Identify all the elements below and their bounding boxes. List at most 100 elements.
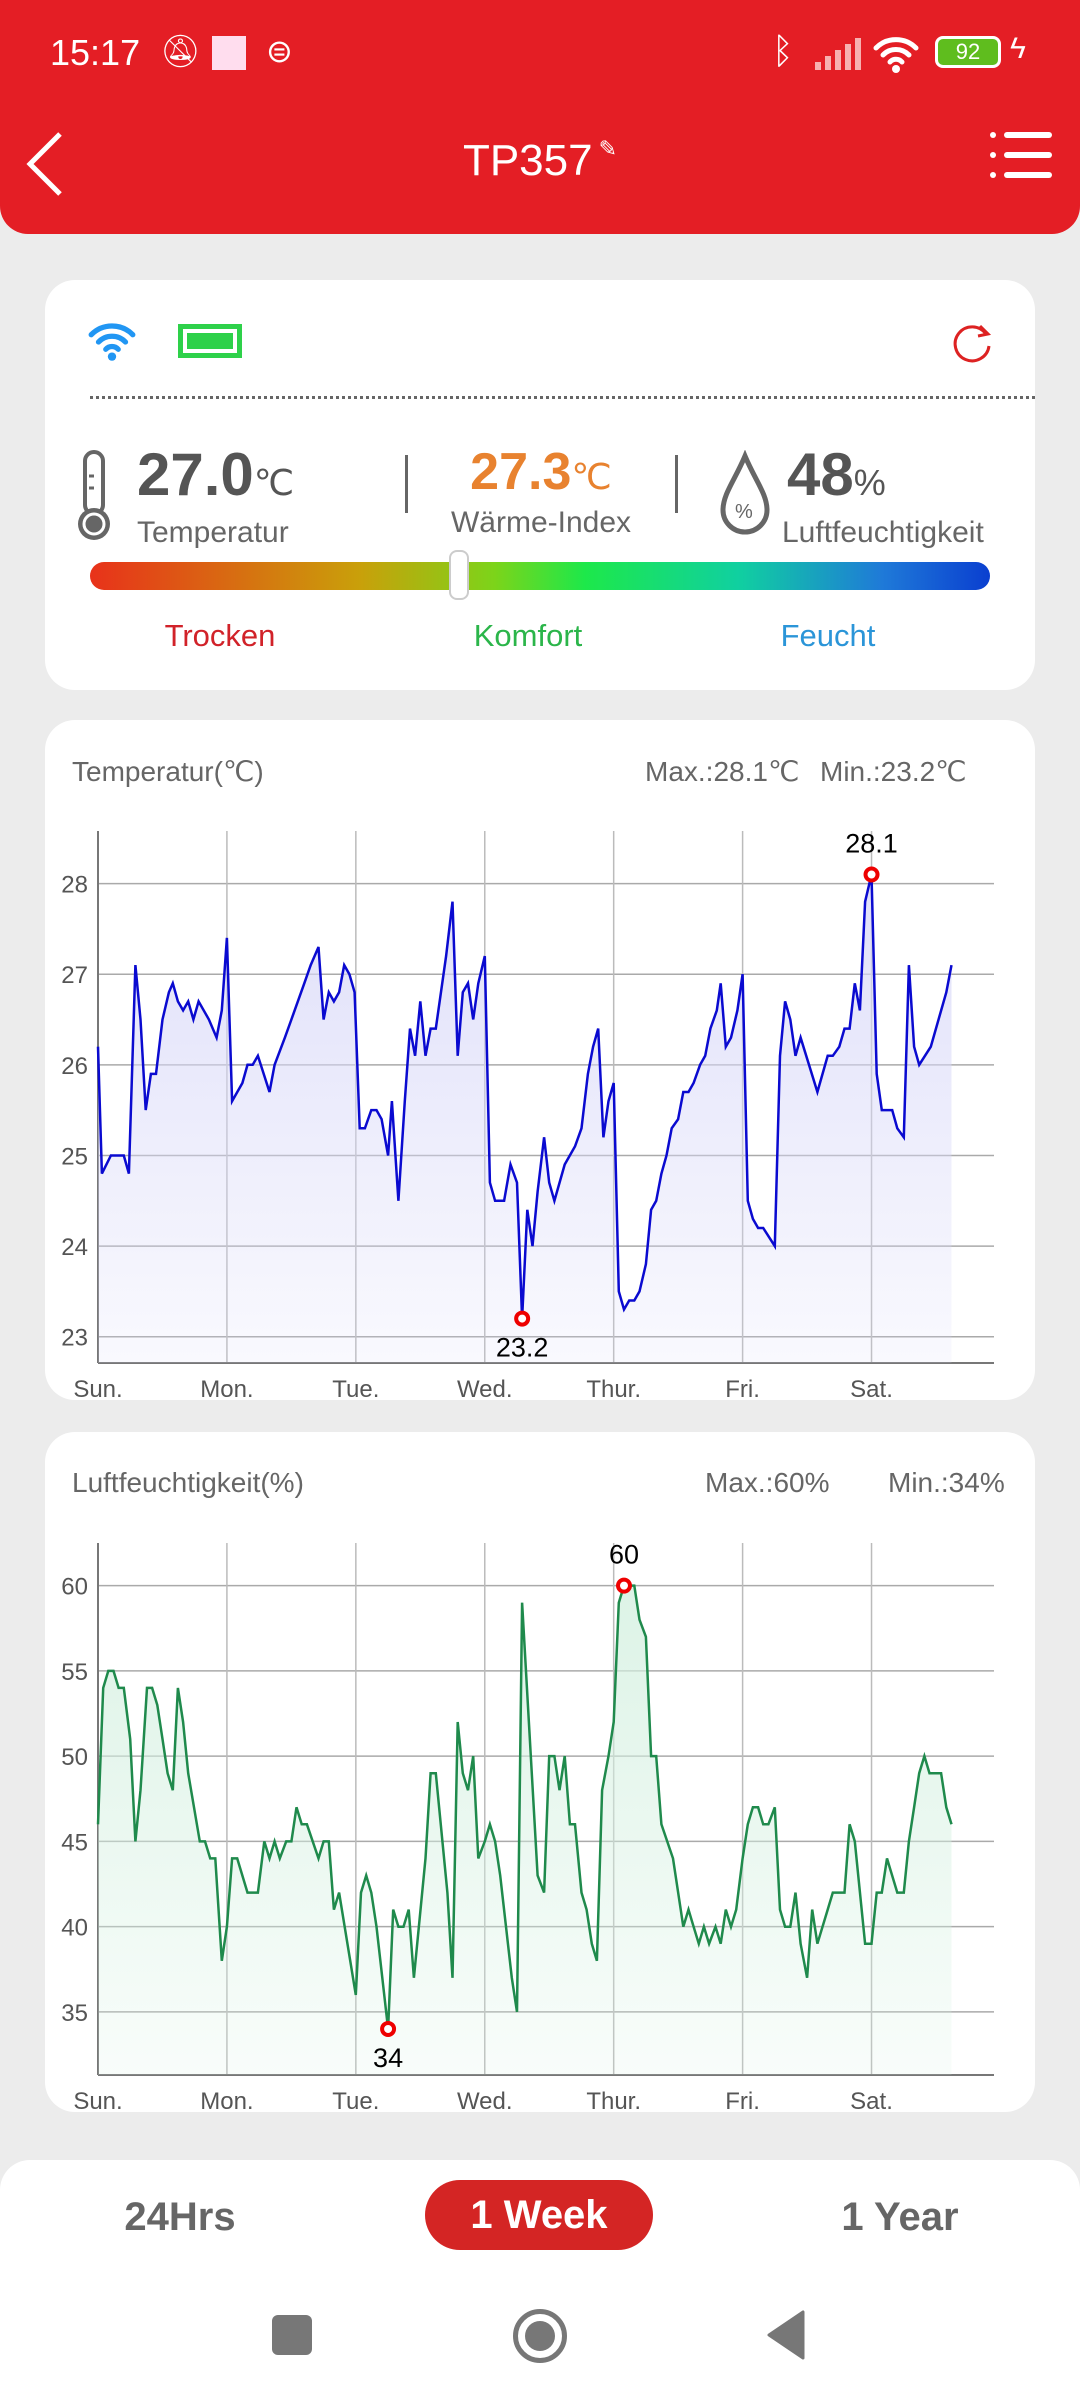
back-nav-button[interactable] [765,2310,805,2360]
series-area [98,1585,952,2075]
svg-text:%: % [735,501,753,523]
series-line [96,1584,953,2030]
x-tick-label: Sat. [850,1376,893,1400]
separator [405,455,408,513]
x-tick-label: Tue. [332,2088,379,2112]
tab-1-week[interactable]: 1 Week [425,2180,653,2250]
min-point-label: 23.2 [496,1333,549,1363]
chart-max: Max.:28.1℃ [645,756,800,787]
hum-unit: % [853,462,886,503]
scale-humid: Feucht [780,618,876,653]
back-button[interactable] [22,130,66,198]
comfort-bar [90,562,990,590]
max-point-label: 60 [609,1540,639,1570]
temp-unit: ℃ [253,462,295,503]
humidity-label: Luftfeuchtigkeit [782,516,984,549]
min-point-marker [380,2020,397,2037]
x-tick-label: Wed. [457,1376,513,1400]
tab-label: 1 Year [841,2195,959,2239]
heat-index-label: Wärme-Index [450,506,632,539]
temperature-label: Temperatur [137,516,289,549]
y-tick-label: 45 [61,1829,88,1856]
home-button[interactable] [513,2309,567,2363]
tab-label: 24Hrs [124,2195,236,2239]
separator [675,455,678,513]
y-tick-label: 27 [61,962,88,989]
heat-unit: ℃ [571,456,612,497]
device-wifi-icon [88,323,136,361]
y-tick-label: 25 [61,1143,88,1170]
x-tick-label: Sat. [850,2088,893,2112]
current-readings-card: 27.0℃ Temperatur 27.3℃ Wärme-Index % 48%… [45,280,1035,690]
x-tick-label: Sun. [73,2088,122,2112]
humidity-drop-icon: % [720,450,770,535]
device-title[interactable]: TP357 ✎ [0,136,1080,186]
y-tick-label: 28 [61,872,88,899]
tab-1-year[interactable]: 1 Year [800,2195,1000,2240]
x-tick-label: Thur. [586,2088,641,2112]
y-tick-label: 26 [61,1053,88,1080]
chart-max: Max.:60% [705,1467,830,1498]
series-line [96,874,953,1319]
chart-title: Luftfeuchtigkeit(%) [72,1467,304,1498]
divider [90,396,1035,399]
temperature-value: 27.0℃ [137,440,294,509]
y-tick-label: 35 [61,2000,88,2027]
chart-min: Min.:34% [888,1467,1005,1498]
humidity-value: 48% [787,440,886,509]
x-tick-label: Mon. [200,1376,253,1400]
temp-number: 27.0 [137,441,254,508]
menu-button[interactable] [990,130,1054,180]
battery-level: 92 [955,39,981,64]
x-tick-label: Thur. [586,1376,641,1400]
device-battery-icon [178,324,242,358]
thermometer-icon [78,450,110,540]
y-tick-label: 40 [61,1915,88,1942]
tab-label: 1 Week [470,2193,608,2237]
x-tick-label: Sun. [73,1376,122,1400]
scale-dry: Trocken [164,618,276,653]
wifi-icon [873,37,919,73]
max-point-marker [863,866,880,883]
device-name: TP357 [462,136,593,185]
temperature-chart-card: Temperatur(℃) Max.:28.1℃ Min.:23.2℃ 23 24… [45,720,1035,1400]
notification-icon [212,36,246,70]
edit-icon[interactable]: ✎ [598,136,618,161]
chart-min: Min.:23.2℃ [820,756,967,787]
refresh-button[interactable] [950,322,994,366]
x-tick-label: Mon. [200,2088,253,2112]
series-area [98,874,952,1363]
humidity-chart: 35 40 45 50 55 60 Sun. Mon. Tue. Wed. Thur. Fri. Sat… [61,1540,994,2112]
recents-button[interactable] [272,2315,312,2355]
x-tick-label: Wed. [457,2088,513,2112]
tab-24hrs[interactable]: 24Hrs [80,2195,280,2240]
min-point-label: 34 [373,2043,403,2073]
mute-icon: 🔕︎ [160,33,201,69]
y-tick-label: 55 [61,1659,88,1686]
hum-number: 48 [787,441,854,508]
y-tick-label: 60 [61,1574,88,1601]
app-notification-icon: ⊜ [266,33,293,69]
x-tick-label: Fri. [725,1376,760,1400]
chart-title: Temperatur(℃) [72,756,264,787]
bluetooth-icon: ᛒ [772,30,794,71]
y-tick-label: 23 [61,1325,88,1352]
app-header: 15:17 🔕︎ ⊜ ᛒ 92 ϟ TP357 ✎ [0,0,1080,234]
temperature-chart: 23 24 25 26 27 28 Sun. Mon. Tue. Wed. Thur. Fri. Sat… [61,829,994,1400]
x-tick-label: Fri. [725,2088,760,2112]
x-tick-label: Tue. [332,1376,379,1400]
min-point-marker [514,1310,531,1327]
humidity-chart-card: Luftfeuchtigkeit(%) Max.:60% Min.:34% 35… [45,1432,1035,2112]
charging-icon: ϟ [1010,32,1026,65]
heat-number: 27.3 [470,443,572,501]
signal-icon [815,38,861,70]
heat-index-value: 27.3℃ [410,442,672,502]
scale-comfort: Komfort [473,618,583,653]
y-tick-label: 24 [61,1234,88,1261]
status-time: 15:17 [50,32,141,73]
max-point-marker [615,1577,632,1594]
y-tick-label: 50 [61,1744,88,1771]
battery-icon: 92 [935,36,1001,68]
max-point-label: 28.1 [845,829,898,859]
comfort-indicator [449,550,469,600]
